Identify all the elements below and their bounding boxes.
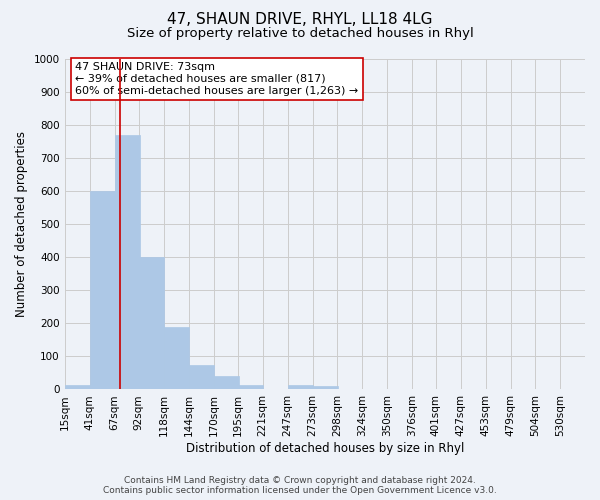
Bar [188,364,214,390]
Bar [139,258,164,390]
Text: 47 SHAUN DRIVE: 73sqm
← 39% of detached houses are smaller (817)
60% of semi-det: 47 SHAUN DRIVE: 73sqm ← 39% of detached … [75,62,358,96]
Bar [65,384,89,390]
Text: Contains HM Land Registry data © Crown copyright and database right 2024.
Contai: Contains HM Land Registry data © Crown c… [103,476,497,495]
X-axis label: Distribution of detached houses by size in Rhyl: Distribution of detached houses by size … [185,442,464,455]
Text: 47, SHAUN DRIVE, RHYL, LL18 4LG: 47, SHAUN DRIVE, RHYL, LL18 4LG [167,12,433,28]
Bar [115,135,140,390]
Bar [214,376,239,390]
Text: Size of property relative to detached houses in Rhyl: Size of property relative to detached ho… [127,28,473,40]
Bar [164,326,188,390]
Bar [238,384,263,390]
Bar [288,384,313,390]
Bar [313,386,338,390]
Y-axis label: Number of detached properties: Number of detached properties [15,131,28,317]
Bar [89,191,115,390]
